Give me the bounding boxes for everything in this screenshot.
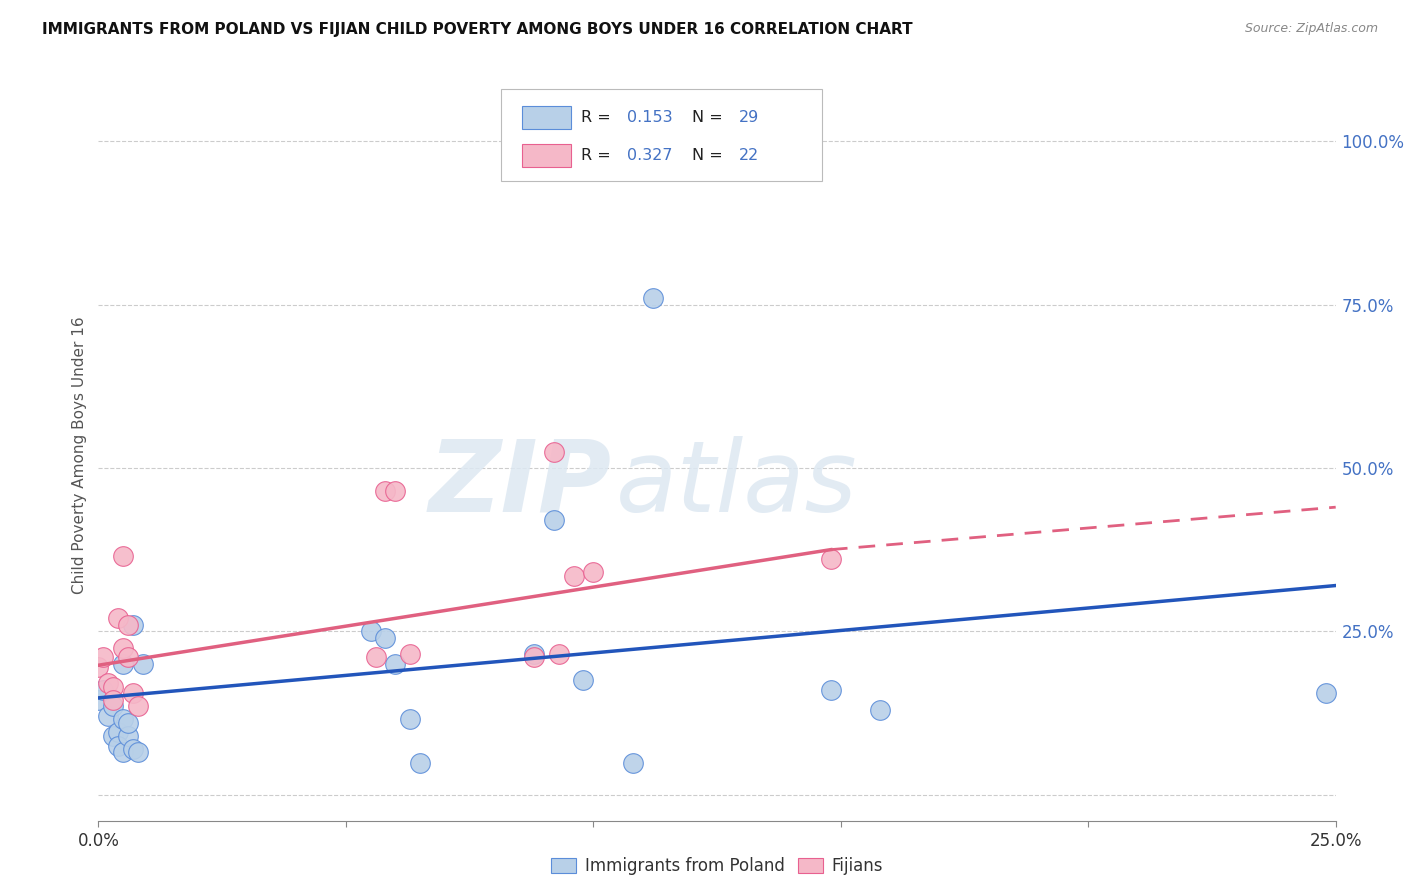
Point bbox=[364, 650, 387, 665]
Point bbox=[93, 683, 115, 698]
Point bbox=[103, 729, 125, 743]
Text: R =: R = bbox=[581, 111, 616, 125]
Text: atlas: atlas bbox=[616, 435, 858, 533]
Point bbox=[869, 703, 891, 717]
Legend: Immigrants from Poland, Fijians: Immigrants from Poland, Fijians bbox=[544, 850, 890, 882]
Point bbox=[374, 631, 396, 645]
Point bbox=[112, 640, 135, 655]
Point bbox=[93, 650, 115, 665]
Point bbox=[127, 745, 149, 759]
FancyBboxPatch shape bbox=[501, 89, 823, 180]
FancyBboxPatch shape bbox=[522, 144, 571, 168]
Point bbox=[117, 715, 139, 730]
Point bbox=[572, 673, 595, 688]
Point bbox=[107, 611, 129, 625]
Point bbox=[103, 680, 125, 694]
Point bbox=[112, 713, 135, 727]
Text: N =: N = bbox=[692, 148, 728, 163]
Point bbox=[112, 549, 135, 563]
Point bbox=[122, 741, 145, 756]
Y-axis label: Child Poverty Among Boys Under 16: Child Poverty Among Boys Under 16 bbox=[72, 316, 87, 594]
Text: 0.327: 0.327 bbox=[627, 148, 672, 163]
Point bbox=[641, 291, 664, 305]
FancyBboxPatch shape bbox=[522, 106, 571, 129]
Point bbox=[112, 657, 135, 671]
Point bbox=[103, 693, 125, 707]
Point bbox=[543, 444, 565, 458]
Text: R =: R = bbox=[581, 148, 616, 163]
Point bbox=[547, 647, 569, 661]
Point bbox=[523, 650, 546, 665]
Point bbox=[374, 483, 396, 498]
Point bbox=[132, 657, 155, 671]
Point bbox=[112, 745, 135, 759]
Point bbox=[384, 657, 406, 671]
Point bbox=[820, 552, 842, 566]
Text: 29: 29 bbox=[740, 111, 759, 125]
Point bbox=[122, 686, 145, 700]
Point bbox=[87, 660, 110, 674]
Point bbox=[621, 756, 644, 771]
Point bbox=[582, 566, 605, 580]
Text: 0.153: 0.153 bbox=[627, 111, 672, 125]
Point bbox=[103, 699, 125, 714]
Point bbox=[87, 693, 110, 707]
Point bbox=[523, 647, 546, 661]
Point bbox=[107, 725, 129, 739]
Point bbox=[1315, 686, 1337, 700]
Point bbox=[117, 617, 139, 632]
Text: 22: 22 bbox=[740, 148, 759, 163]
Point bbox=[97, 676, 120, 690]
Text: ZIP: ZIP bbox=[429, 435, 612, 533]
Point bbox=[97, 709, 120, 723]
Point bbox=[122, 617, 145, 632]
Point bbox=[117, 729, 139, 743]
Point bbox=[820, 683, 842, 698]
Point bbox=[562, 568, 585, 582]
Point bbox=[117, 650, 139, 665]
Point bbox=[409, 756, 432, 771]
Point bbox=[384, 483, 406, 498]
Point bbox=[107, 739, 129, 753]
Text: N =: N = bbox=[692, 111, 728, 125]
Point bbox=[543, 513, 565, 527]
Point bbox=[399, 713, 422, 727]
Point bbox=[399, 647, 422, 661]
Point bbox=[360, 624, 382, 639]
Text: Source: ZipAtlas.com: Source: ZipAtlas.com bbox=[1244, 22, 1378, 36]
Point bbox=[127, 699, 149, 714]
Text: IMMIGRANTS FROM POLAND VS FIJIAN CHILD POVERTY AMONG BOYS UNDER 16 CORRELATION C: IMMIGRANTS FROM POLAND VS FIJIAN CHILD P… bbox=[42, 22, 912, 37]
